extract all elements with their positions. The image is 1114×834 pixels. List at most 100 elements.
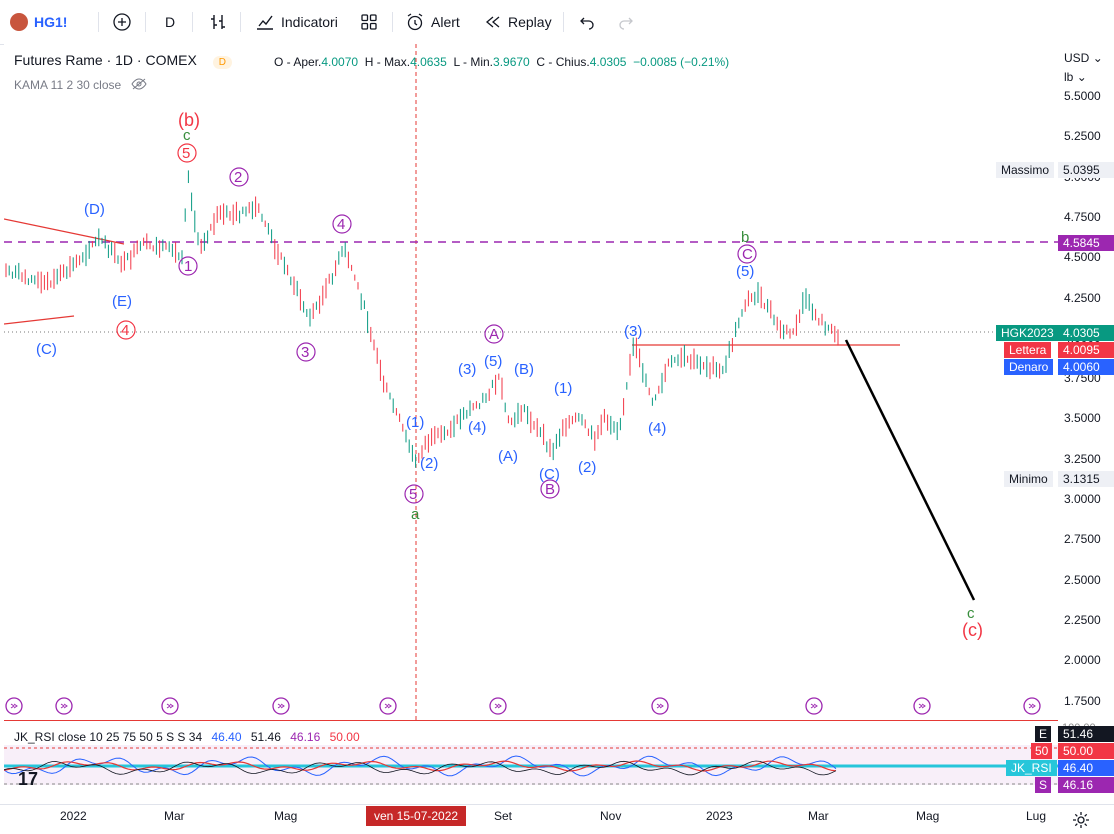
chevron-down-icon: ⌄ [1076, 70, 1087, 84]
low-label: L - Min. [453, 55, 494, 69]
event-marker-icon[interactable] [55, 697, 73, 715]
replay-button[interactable]: Replay [484, 8, 552, 36]
low-tag-value: 3.1315 [1058, 471, 1114, 487]
price-tick-label: 2.5000 [1064, 572, 1101, 587]
change-value: −0.0085 (−0.21%) [633, 55, 730, 69]
wave-label: 3 [301, 344, 309, 361]
high-label: H - Max. [364, 55, 411, 69]
wave-label: c [967, 605, 975, 622]
tradingview-logo: 17 [18, 769, 39, 789]
price-tick-label: 3.5000 [1064, 411, 1101, 426]
rewind-icon [485, 16, 500, 28]
divider [563, 12, 564, 32]
replay-label: Replay [508, 14, 552, 30]
ask-value-tag: 4.0095 [1058, 342, 1114, 358]
unit-label: lb [1064, 70, 1074, 84]
indicator-legend[interactable]: KAMA 11 2 30 close [14, 78, 147, 92]
time-axis[interactable]: 2022 Mar Mag ven 15-07-2022 Set Nov 2023… [0, 804, 1114, 834]
eye-hidden-icon[interactable] [130, 78, 147, 90]
wave-label: 1 [184, 258, 192, 275]
alert-label: Alert [431, 14, 460, 30]
trendline [4, 218, 125, 245]
unit-select[interactable]: lb ⌄ [1064, 70, 1087, 84]
price-tick-label: 5.5000 [1064, 89, 1101, 103]
settings-gear-icon[interactable] [1072, 811, 1090, 829]
rsi-e-value: 51.46 [1058, 726, 1114, 742]
rsi-legend[interactable]: JK_RSI close 10 25 75 50 5 S S 34 46.40 … [14, 730, 360, 744]
chart-title: Futures Rame · 1D · COMEX [14, 52, 197, 68]
wave-label: (D) [84, 201, 105, 218]
rsi-s-tag: S [1035, 777, 1052, 793]
high-value: 4.0635 [410, 55, 447, 69]
indicator-name: KAMA 11 2 30 close [14, 78, 122, 92]
indicators-icon [257, 15, 273, 30]
event-marker-icon[interactable] [1023, 697, 1041, 715]
symbol-label: HG1! [34, 14, 68, 30]
wave-label: (4) [468, 419, 486, 436]
wave-label: B [545, 481, 555, 498]
divider [192, 12, 193, 32]
projection-line [844, 339, 976, 601]
wave-label: (2) [578, 459, 596, 476]
add-symbol-button[interactable] [112, 8, 132, 36]
open-value: 4.0070 [321, 55, 359, 69]
rsi-name-tag: JK_RSI [1006, 760, 1057, 776]
alarm-clock-icon [407, 13, 423, 31]
wave-label: A [489, 326, 499, 343]
rsi-value: 46.40 [211, 730, 242, 744]
divider [240, 12, 241, 32]
rsi-pane[interactable]: JK_RSI close 10 25 75 50 5 S S 34 46.40 … [4, 720, 1058, 805]
high-tag-label: Massimo [1001, 163, 1050, 177]
undo-button[interactable] [578, 8, 596, 36]
redo-button[interactable] [617, 8, 635, 36]
redo-icon [619, 17, 633, 30]
price-tick-label: 2.0000 [1064, 653, 1101, 668]
wave-label: C [742, 246, 753, 263]
time-label: Nov [600, 809, 622, 823]
wave-label: 4 [337, 216, 345, 233]
wave-label: (C) [539, 466, 560, 483]
templates-button[interactable] [360, 8, 378, 36]
alert-button[interactable]: Alert [405, 8, 460, 36]
event-marker-icon[interactable] [489, 697, 507, 715]
symbol-button[interactable]: HG1! [10, 8, 67, 36]
time-label: Mag [916, 809, 940, 823]
event-marker-icon[interactable] [805, 697, 823, 715]
bars-chart-icon [211, 15, 225, 29]
top-toolbar: HG1! D Indicatori Alert Replay [0, 0, 1114, 45]
symbol-title[interactable]: Futures Rame · 1D · COMEX D [14, 52, 232, 69]
price-chart[interactable]: (b) c 5 2 4 1 4 3 (D) (E) (C) 5 a (1) (2… [4, 44, 1058, 720]
badge: D [212, 56, 232, 69]
divider [145, 12, 146, 32]
time-label: Mar [164, 809, 185, 823]
time-label: 2023 [706, 809, 733, 823]
event-marker-icon[interactable] [651, 697, 669, 715]
price-scale[interactable]: USD ⌄ lb ⌄ 5.50005.25005.00004.75004.500… [1058, 44, 1114, 804]
wave-label: 2 [234, 169, 242, 186]
price-chart-canvas: (b) c 5 2 4 1 4 3 (D) (E) (C) 5 a (1) (2… [4, 44, 1058, 720]
price-tick-label: 3.0000 [1064, 492, 1101, 506]
price-tick-label: 1.7500 [1064, 693, 1101, 708]
rsi-value: 46.16 [290, 730, 321, 744]
wave-label: (E) [112, 293, 132, 310]
wave-label: (3) [624, 323, 642, 340]
event-marker-icon[interactable] [379, 697, 397, 715]
ohlc-values: O - Aper.4.0070 H - Max.4.0635 L - Min.3… [274, 55, 729, 69]
time-label: Mar [808, 809, 829, 823]
event-marker-icon[interactable] [161, 697, 179, 715]
chart-type-button[interactable] [208, 8, 228, 36]
rsi-value: 51.46 [250, 730, 281, 744]
event-marker-icon[interactable] [5, 697, 23, 715]
time-label: Set [494, 809, 513, 823]
last-price-tag: 4.0305 [1058, 325, 1114, 341]
interval-button[interactable]: D [165, 8, 175, 36]
rsi-name: JK_RSI close 10 25 75 50 5 S S 34 [14, 730, 203, 744]
event-marker-icon[interactable] [913, 697, 931, 715]
high-tag-value: 5.0395 [1058, 162, 1114, 178]
currency-select[interactable]: USD ⌄ [1064, 51, 1103, 65]
price-bars [5, 170, 839, 468]
wave-label: (B) [514, 361, 534, 378]
event-marker-icon[interactable] [272, 697, 290, 715]
symbol-logo-icon [10, 13, 28, 31]
indicators-button[interactable]: Indicatori [255, 8, 338, 36]
